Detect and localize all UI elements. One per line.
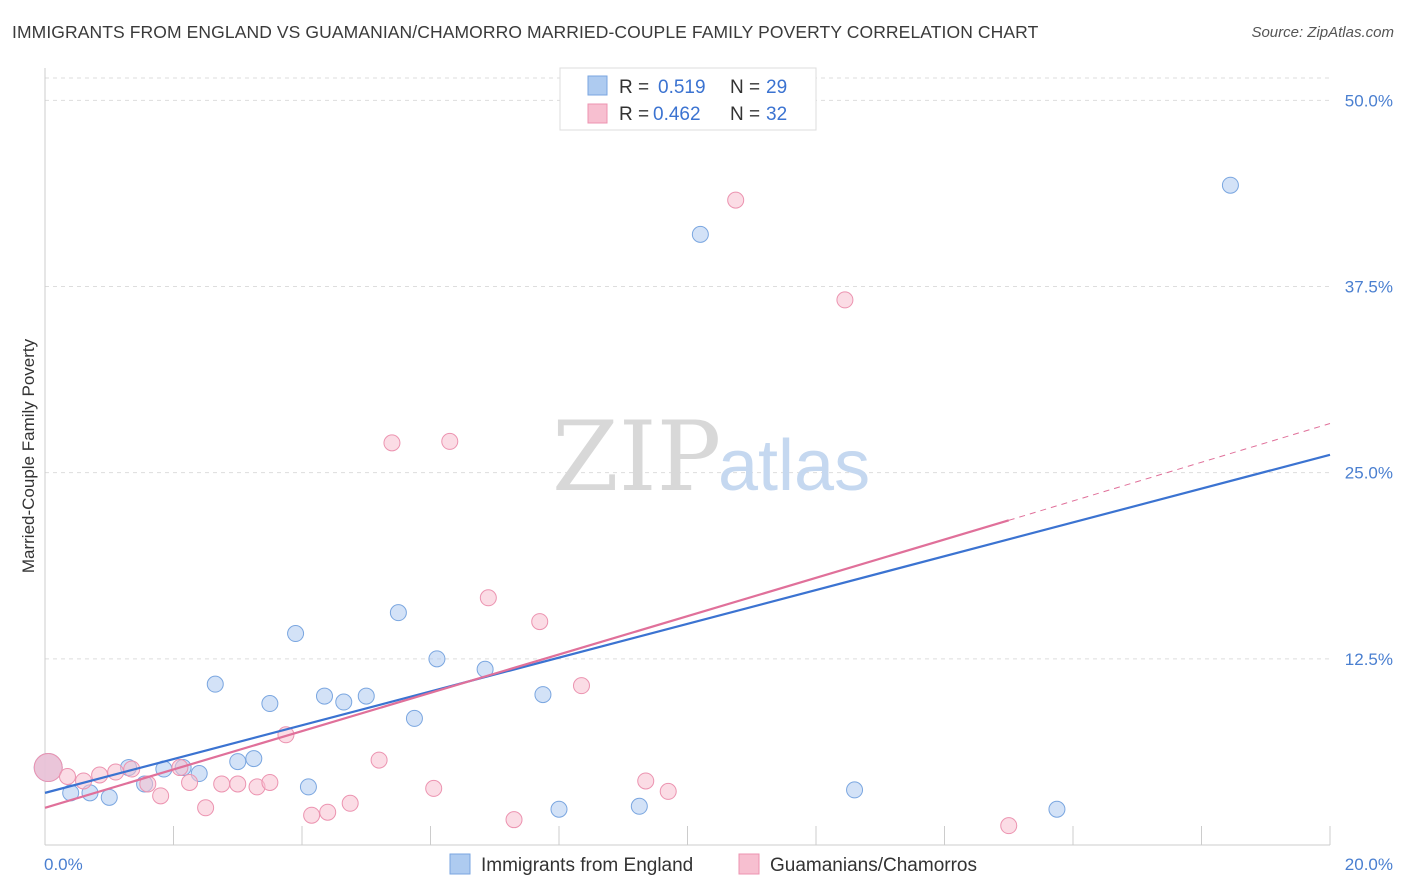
legend-r-value-england: 0.519 (658, 77, 706, 98)
england-point (315, 687, 333, 705)
guamanian-point (197, 799, 215, 817)
guamanian-point (319, 803, 337, 821)
trend-line-guamanian-extension (1008, 423, 1331, 521)
guamanian-point (33, 753, 63, 783)
guamanian-point (229, 775, 247, 793)
bottom-legend-label-guamanian: Guamanians/Chamorros (770, 855, 977, 876)
axes (44, 68, 1331, 846)
guamanian-point (261, 773, 279, 791)
england-point (691, 225, 709, 243)
legend-n-label: N = (730, 104, 760, 125)
bottom-legend-label-england: Immigrants from England (481, 855, 693, 876)
guamanian-point (303, 806, 321, 824)
guamanian-point (572, 677, 590, 695)
guamanian-point (836, 291, 854, 309)
x-tick-label: 0.0% (44, 855, 83, 874)
guamanian-point (531, 613, 549, 631)
gridlines (45, 77, 1330, 660)
england-point (299, 778, 317, 796)
england-point (1221, 176, 1239, 194)
guamanian-point (213, 775, 231, 793)
watermark: ZIP atlas (552, 401, 870, 513)
england-point (550, 800, 568, 818)
guamanian-point (370, 751, 388, 769)
y-tick-label: 50.0% (1345, 91, 1393, 110)
trend-line-england (44, 453, 1331, 794)
y-tick-label: 12.5% (1345, 650, 1393, 669)
guamanian-point (637, 772, 655, 790)
legend-swatch-guamanian (587, 103, 608, 124)
england-point (357, 687, 375, 705)
guamanian-point (139, 775, 157, 793)
england-point (389, 604, 407, 622)
y-tick-label: 37.5% (1345, 278, 1393, 297)
guamanian-point (341, 794, 359, 812)
guamanian-point (425, 779, 443, 797)
guamanian-point (659, 782, 677, 800)
bottom-legend-swatch-guamanian (738, 853, 760, 875)
top-legend: R = 0.519 N = 29 R = 0.462 N = 32 (559, 67, 817, 131)
guamanian-point (479, 589, 497, 607)
watermark-zip: ZIP (552, 401, 721, 513)
bottom-legend: Immigrants from England Guamanians/Chamo… (449, 853, 977, 876)
y-axis-label: Married-Couple Family Poverty (19, 338, 38, 573)
chart-title: IMMIGRANTS FROM ENGLAND VS GUAMANIAN/CHA… (12, 22, 1039, 42)
trend-lines (44, 423, 1331, 809)
y-tick-labels: 12.5% 25.0% 37.5% 50.0% (1345, 91, 1393, 668)
england-point (1048, 800, 1066, 818)
guamanian-point (181, 773, 199, 791)
england-point (287, 625, 305, 643)
x-tick-labels: 0.0% 20.0% (44, 855, 1393, 874)
series-guamanian-points (33, 191, 1018, 835)
guamanian-point (1000, 817, 1018, 835)
x-tick-label: 20.0% (1345, 855, 1393, 874)
legend-n-value-guamanian: 32 (766, 104, 787, 125)
england-point (405, 709, 423, 727)
legend-swatch-england (587, 75, 608, 96)
guamanian-point (58, 767, 76, 785)
legend-r-value-guamanian: 0.462 (653, 104, 701, 125)
watermark-atlas: atlas (718, 426, 870, 506)
england-point (428, 650, 446, 668)
guamanian-point (505, 811, 523, 829)
england-point (206, 675, 224, 693)
england-point (630, 797, 648, 815)
guamanian-point (383, 434, 401, 452)
y-tick-label: 25.0% (1345, 464, 1393, 483)
england-point (846, 781, 864, 799)
england-point (261, 695, 279, 713)
legend-r-label: R = (619, 77, 649, 98)
england-point (534, 686, 552, 704)
bottom-legend-swatch-england (449, 853, 471, 875)
legend-r-label: R = (619, 104, 649, 125)
guamanian-point (152, 787, 170, 805)
england-point (100, 788, 118, 806)
guamanian-point (441, 432, 459, 450)
legend-n-label: N = (730, 77, 760, 98)
legend-n-value-england: 29 (766, 77, 787, 98)
source-attribution: Source: ZipAtlas.com (1251, 24, 1394, 41)
england-point (229, 753, 247, 771)
england-point (335, 693, 353, 711)
guamanian-point (727, 191, 745, 209)
trend-line-guamanian (44, 519, 1010, 809)
england-point (245, 750, 263, 768)
